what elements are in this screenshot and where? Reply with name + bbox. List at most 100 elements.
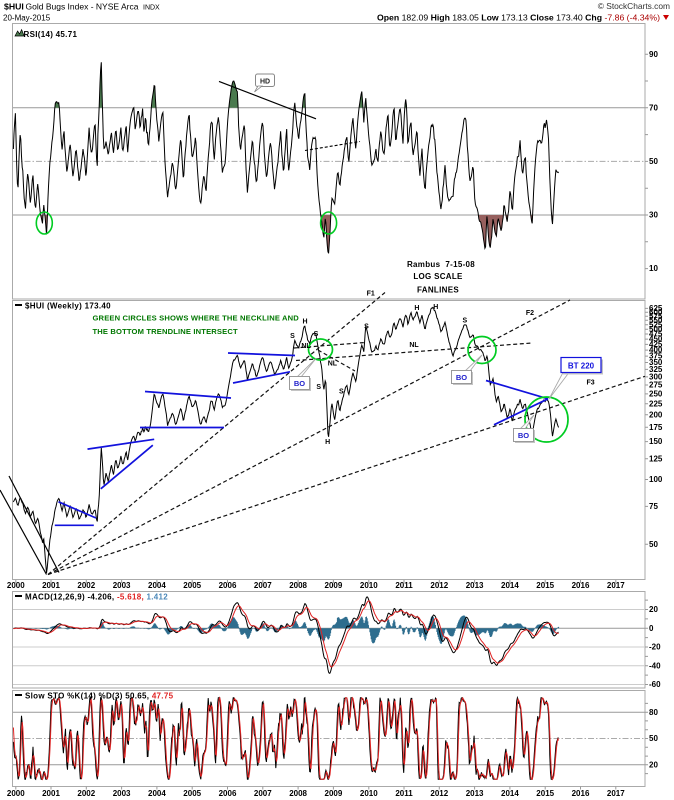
svg-text:Gold Bugs Index - NYSE Arca: Gold Bugs Index - NYSE Arca: [26, 2, 139, 12]
svg-text:325: 325: [649, 365, 663, 374]
svg-text:F1: F1: [367, 291, 375, 298]
svg-text:MACD(12,26,9) -4.206, -5.618,: MACD(12,26,9) -4.206, -5.618, 1.412: [25, 593, 168, 602]
svg-text:2017: 2017: [607, 581, 625, 590]
svg-text:NL: NL: [409, 342, 419, 349]
svg-text:S: S: [339, 389, 344, 396]
svg-text:2011: 2011: [395, 789, 413, 798]
svg-text:2010: 2010: [360, 789, 378, 798]
svg-text:HD: HD: [260, 79, 270, 86]
svg-text:-40: -40: [649, 661, 661, 670]
svg-text:2006: 2006: [219, 581, 237, 590]
svg-text:625: 625: [649, 304, 663, 313]
svg-text:RSI(14) 45.71: RSI(14) 45.71: [24, 30, 78, 39]
svg-text:S: S: [314, 331, 319, 338]
svg-text:250: 250: [649, 390, 663, 399]
svg-text:2010: 2010: [360, 581, 378, 590]
svg-text:2016: 2016: [572, 581, 590, 590]
svg-text:2006: 2006: [219, 789, 237, 798]
svg-text:H: H: [414, 305, 419, 312]
svg-text:0: 0: [649, 624, 654, 633]
svg-text:2002: 2002: [77, 789, 95, 798]
svg-text:Rambus 7-15-08: Rambus 7-15-08: [407, 260, 475, 269]
svg-text:2014: 2014: [501, 789, 519, 798]
svg-text:2007: 2007: [254, 581, 272, 590]
svg-text:2008: 2008: [289, 789, 307, 798]
svg-text:225: 225: [649, 399, 663, 408]
svg-text:275: 275: [649, 381, 663, 390]
svg-text:GREEN CIRCLES SHOWS WHERE THE: GREEN CIRCLES SHOWS WHERE THE NECKLINE A…: [93, 314, 300, 323]
svg-text:2001: 2001: [42, 581, 60, 590]
svg-text:150: 150: [649, 437, 663, 446]
svg-text:30: 30: [649, 211, 658, 220]
svg-text:2013: 2013: [466, 789, 484, 798]
svg-text:50: 50: [649, 734, 658, 743]
svg-text:2005: 2005: [183, 789, 201, 798]
svg-text:H: H: [325, 439, 330, 446]
svg-text:80: 80: [649, 708, 658, 717]
svg-text:BT 220: BT 220: [568, 362, 595, 371]
svg-text:200: 200: [649, 410, 663, 419]
svg-text:20: 20: [649, 605, 658, 614]
svg-text:F2: F2: [526, 310, 534, 317]
svg-text:THE BOTTOM TRENDLINE INTERSECT: THE BOTTOM TRENDLINE INTERSECT: [93, 327, 238, 336]
svg-text:F3: F3: [587, 380, 595, 387]
svg-text:50: 50: [649, 157, 658, 166]
svg-text:S: S: [462, 318, 467, 325]
svg-text:600: 600: [649, 308, 663, 317]
svg-text:10: 10: [649, 264, 658, 273]
svg-text:© StockCharts.com: © StockCharts.com: [598, 1, 670, 11]
svg-text:70: 70: [649, 103, 658, 112]
svg-text:2007: 2007: [254, 789, 272, 798]
svg-text:$HUI (Weekly) 173.40: $HUI (Weekly) 173.40: [25, 302, 111, 311]
svg-text:2017: 2017: [607, 789, 625, 798]
svg-text:550: 550: [649, 316, 663, 325]
svg-text:2009: 2009: [325, 789, 343, 798]
svg-text:2000: 2000: [7, 789, 25, 798]
svg-text:-20: -20: [649, 643, 661, 652]
svg-text:125: 125: [649, 454, 663, 463]
svg-text:2008: 2008: [289, 581, 307, 590]
svg-text:2012: 2012: [430, 581, 448, 590]
svg-text:S: S: [290, 333, 295, 340]
svg-text:Open 182.09 High 183.05 Low 17: Open 182.09 High 183.05 Low 173.13 Close…: [377, 13, 660, 23]
svg-text:2004: 2004: [148, 581, 166, 590]
svg-text:375: 375: [649, 352, 663, 361]
svg-text:500: 500: [649, 325, 663, 334]
svg-text:Slow STO %K(14) %D(3) 50.65, 4: Slow STO %K(14) %D(3) 50.65, 47.75: [25, 692, 174, 701]
svg-text:75: 75: [649, 502, 658, 511]
svg-text:BO: BO: [456, 373, 467, 382]
svg-text:S: S: [316, 384, 321, 391]
svg-text:-60: -60: [649, 680, 661, 689]
svg-text:INDX: INDX: [143, 5, 160, 12]
svg-text:575: 575: [649, 312, 663, 321]
svg-text:2002: 2002: [77, 581, 95, 590]
svg-text:$HUI: $HUI: [4, 2, 24, 12]
svg-text:175: 175: [649, 423, 663, 432]
svg-text:2003: 2003: [113, 789, 131, 798]
svg-text:BO: BO: [294, 379, 305, 388]
svg-text:2001: 2001: [42, 789, 60, 798]
svg-text:525: 525: [649, 320, 663, 329]
svg-text:20-May-2015: 20-May-2015: [3, 14, 51, 23]
svg-text:2004: 2004: [148, 789, 166, 798]
svg-text:2005: 2005: [183, 581, 201, 590]
svg-text:2015: 2015: [536, 581, 554, 590]
svg-text:300: 300: [649, 373, 663, 382]
svg-text:S: S: [364, 324, 369, 331]
svg-text:2012: 2012: [430, 789, 448, 798]
svg-text:475: 475: [649, 330, 663, 339]
svg-text:2009: 2009: [325, 581, 343, 590]
svg-text:350: 350: [649, 358, 663, 367]
svg-text:H: H: [433, 304, 438, 311]
svg-text:100: 100: [649, 475, 663, 484]
svg-text:H: H: [302, 319, 307, 326]
svg-text:2011: 2011: [395, 581, 413, 590]
svg-text:LOG SCALE: LOG SCALE: [413, 272, 463, 281]
svg-text:NL: NL: [301, 343, 311, 350]
svg-text:20: 20: [649, 760, 658, 769]
svg-text:2016: 2016: [572, 789, 590, 798]
svg-text:90: 90: [649, 50, 658, 59]
svg-text:2014: 2014: [501, 581, 519, 590]
svg-text:425: 425: [649, 340, 663, 349]
svg-text:2015: 2015: [536, 789, 554, 798]
